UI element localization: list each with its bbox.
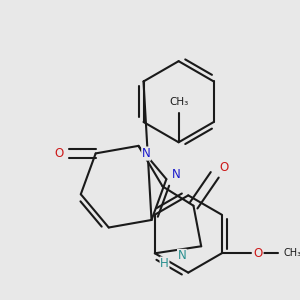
Text: O: O (54, 147, 64, 160)
Text: N: N (172, 168, 180, 181)
Text: N: N (178, 249, 186, 262)
Text: N: N (142, 147, 151, 160)
Text: O: O (254, 247, 263, 260)
Text: CH₃: CH₃ (169, 97, 188, 107)
Text: H: H (160, 257, 169, 270)
Text: O: O (220, 160, 229, 174)
Text: CH₃: CH₃ (283, 248, 300, 258)
